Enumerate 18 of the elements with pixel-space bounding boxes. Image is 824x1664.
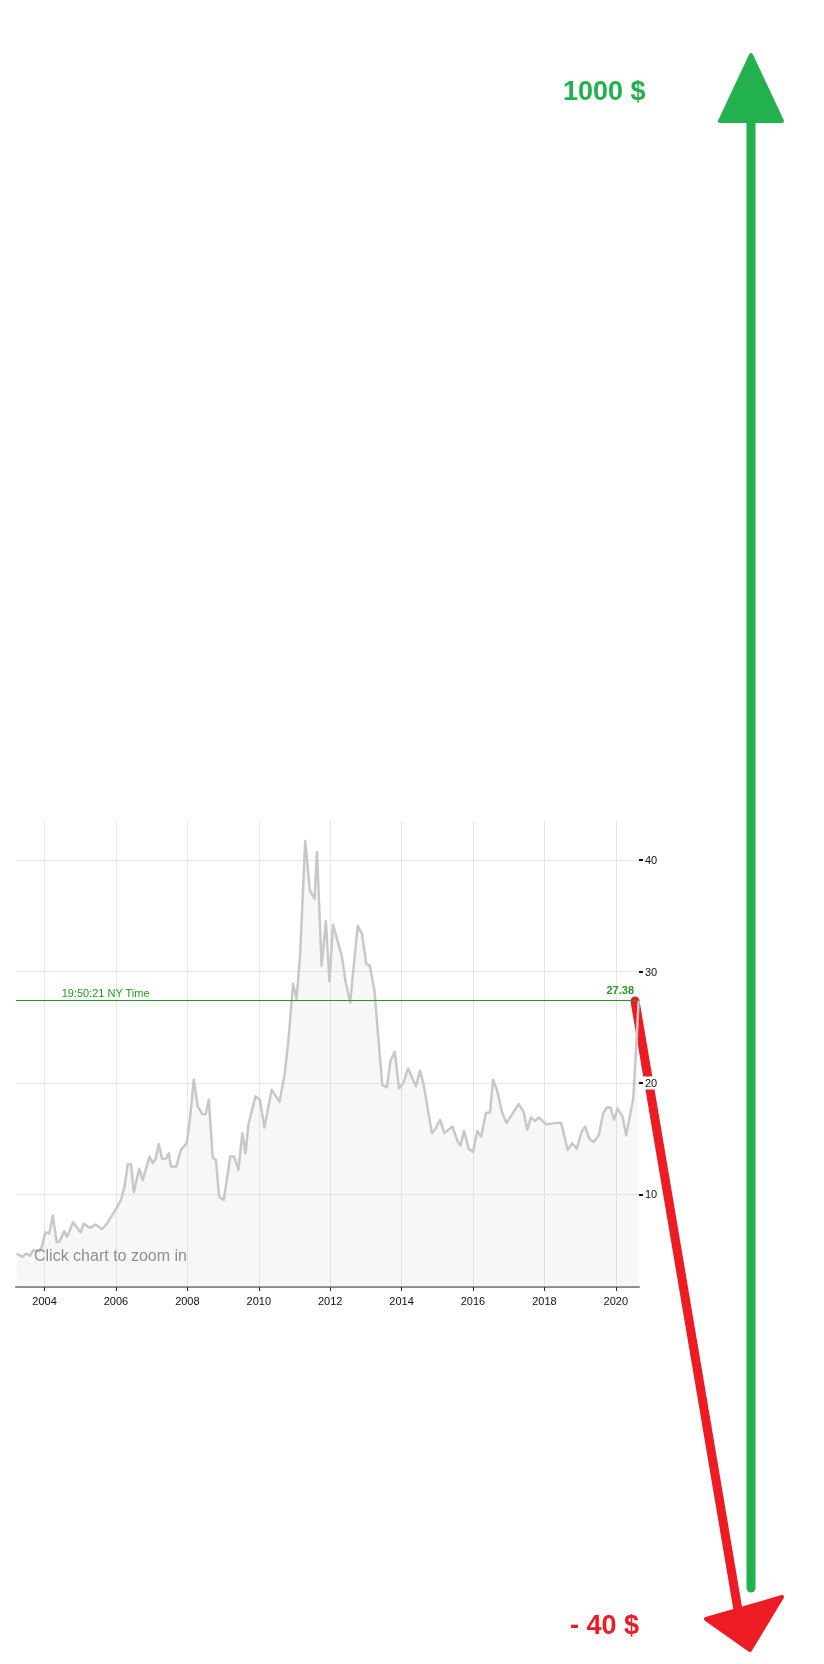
x-tick-label: 2018 <box>532 1294 557 1307</box>
x-tick-label: 2016 <box>460 1294 486 1307</box>
x-tick-label: 2008 <box>175 1294 200 1307</box>
x-tick-label: 2012 <box>317 1294 343 1307</box>
annotation: 19:50:21 NY Time <box>61 986 150 999</box>
x-tick-label: 2006 <box>103 1294 129 1307</box>
y-tick-label: 20 <box>645 1076 658 1089</box>
text: - 40 $ <box>570 1610 640 1641</box>
y-tick-label: 30 <box>645 965 658 978</box>
y-tick-label: 10 <box>645 1188 658 1201</box>
x-tick-label: 2004 <box>32 1294 57 1307</box>
y-tick-label: 40 <box>645 854 658 867</box>
x-tick-label: 2014 <box>389 1294 414 1307</box>
x-tick-label: 2020 <box>603 1294 629 1307</box>
ref-line-label: 27.38 <box>606 984 634 997</box>
annotation: Click chart to zoom in <box>34 1247 187 1265</box>
text: 1000 $ <box>563 76 646 107</box>
x-tick-label: 2010 <box>246 1294 272 1307</box>
